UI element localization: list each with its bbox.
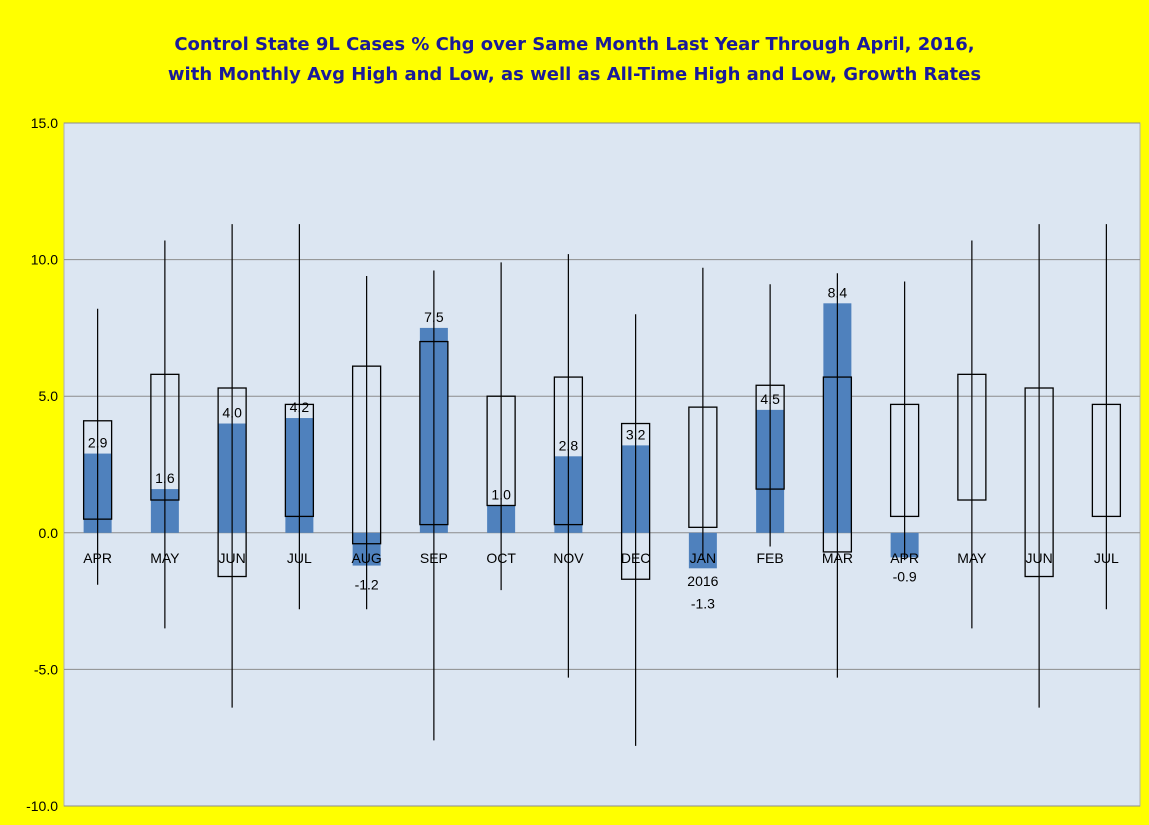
data-label: -0.9 [893, 568, 917, 584]
data-label: 1.6 [155, 470, 175, 486]
data-label: 4.0 [222, 405, 242, 421]
avg-range-box [755, 384, 785, 490]
avg-range-box [419, 340, 449, 526]
avg-range-box [822, 376, 853, 553]
data-label: 2.9 [88, 435, 108, 451]
y-tick-label: 15.0 [31, 115, 58, 131]
y-tick-label: 10.0 [31, 252, 58, 268]
y-tick-label: 5.0 [39, 388, 59, 404]
x-tick-label: FEB [757, 550, 784, 566]
data-label: 4.5 [760, 391, 780, 407]
avg-range-box [486, 395, 516, 507]
y-tick-label: 0.0 [39, 525, 59, 541]
avg-range-box [82, 420, 113, 520]
avg-range-box [150, 373, 180, 501]
data-label: 2.8 [559, 437, 579, 453]
avg-range-box [688, 406, 718, 528]
data-label: 1.0 [491, 486, 511, 502]
avg-range-box [1091, 403, 1122, 518]
avg-range-box [957, 373, 987, 501]
y-tick-label: -5.0 [34, 661, 58, 677]
data-label: 7.5 [424, 309, 444, 325]
x-year-label: 2016 [687, 573, 718, 589]
avg-range-box [620, 422, 651, 580]
data-label: -1.3 [691, 595, 715, 611]
avg-range-box [217, 387, 247, 578]
avg-range-box [889, 403, 920, 518]
avg-range-box [553, 376, 584, 526]
chart-title-line-2: with Monthly Avg High and Low, as well a… [167, 64, 982, 85]
y-tick-label: -10.0 [26, 798, 58, 814]
data-label: 8.4 [828, 284, 848, 300]
avg-range-box [1024, 387, 1054, 578]
data-label: 3.2 [626, 426, 646, 442]
chart-title-line-1: Control State 9L Cases % Chg over Same M… [174, 34, 975, 55]
avg-range-box [351, 365, 382, 545]
data-label: 4.2 [290, 399, 310, 415]
avg-range-box [284, 403, 315, 518]
data-label: -1.2 [355, 577, 379, 593]
